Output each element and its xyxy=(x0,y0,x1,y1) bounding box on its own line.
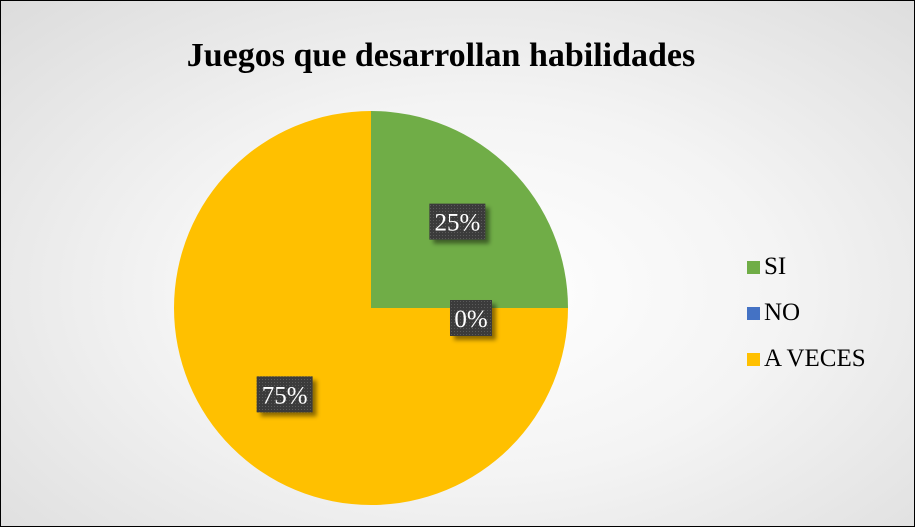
chart-title: Juegos que desarrollan habilidades xyxy=(186,37,696,74)
data-label: 25% xyxy=(434,210,480,237)
data-label-box: 75% xyxy=(256,376,313,413)
legend-label: A VECES xyxy=(764,345,866,372)
data-label-box: 25% xyxy=(429,203,486,240)
legend-item-no: NO xyxy=(747,290,866,336)
legend-swatch xyxy=(747,352,760,366)
legend-label: NO xyxy=(764,299,801,326)
data-label-box: 0% xyxy=(450,300,492,336)
legend-swatch xyxy=(747,260,760,274)
legend-item-a-veces: A VECES xyxy=(747,336,866,382)
data-label: 0% xyxy=(454,306,487,333)
legend-swatch xyxy=(747,306,760,320)
data-label: 75% xyxy=(262,382,308,409)
legend: SI NO A VECES xyxy=(747,244,866,382)
legend-item-si: SI xyxy=(747,244,866,290)
legend-label: SI xyxy=(764,253,787,280)
